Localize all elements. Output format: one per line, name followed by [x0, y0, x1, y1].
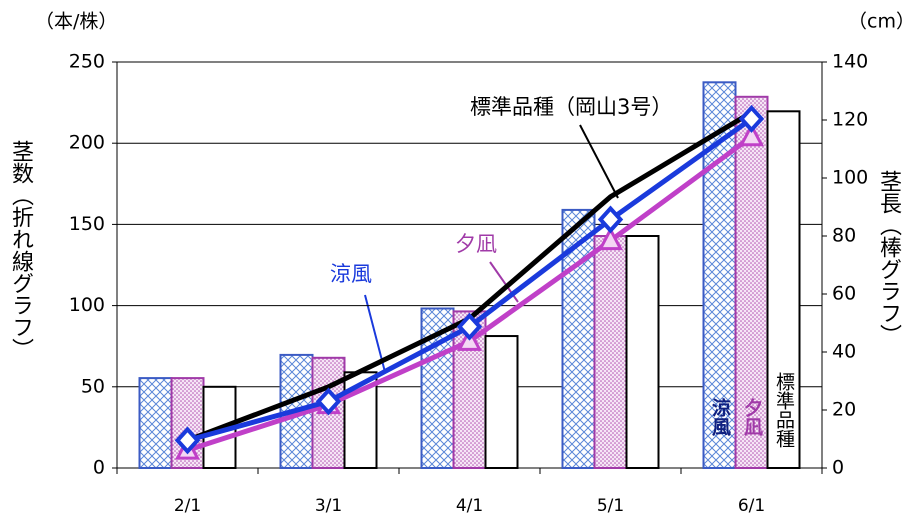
y-tick-label: 150: [69, 213, 105, 235]
marker: [598, 226, 623, 251]
marker: [597, 205, 624, 234]
marker: [738, 104, 765, 133]
y2-tick-label: 40: [832, 341, 856, 363]
y2-axis-title: 茎長（棒グラフ）: [876, 170, 902, 346]
marker: [739, 122, 764, 147]
y-tick-label: 50: [81, 375, 105, 397]
bar: [766, 110, 801, 470]
bar: [561, 208, 596, 469]
marker: [456, 312, 483, 341]
y-axis-title: 茎数（折れ線グラフ）: [8, 140, 34, 360]
y2-tick-label: 60: [832, 283, 856, 305]
y2-tick-label: 100: [832, 167, 868, 189]
y-tick-label: 0: [93, 457, 105, 479]
bar: [625, 235, 660, 469]
x-tick-label: 5/1: [597, 496, 624, 516]
y-tick-label: 250: [69, 51, 105, 73]
y2-unit: （cm）: [848, 11, 915, 33]
marker: [315, 387, 342, 416]
leader-line: [579, 124, 619, 199]
y2-tick-label: 140: [832, 51, 868, 73]
bar-series-label: 標準品種: [773, 372, 795, 448]
y2-tick-label: 80: [832, 225, 856, 247]
bar: [484, 335, 519, 469]
y-unit: （本/株）: [35, 11, 117, 33]
y-tick-label: 200: [69, 132, 105, 154]
bar-series-label: 涼風: [709, 397, 731, 437]
line-series-label: 標準品種（岡山3号）: [470, 95, 672, 119]
marker: [174, 426, 201, 455]
line-series-label: 涼風: [330, 262, 372, 286]
bar: [734, 95, 769, 470]
y2-tick-label: 0: [832, 457, 844, 479]
y2-tick-label: 120: [832, 109, 868, 131]
x-tick-label: 4/1: [456, 496, 483, 516]
y-tick-label: 100: [69, 294, 105, 316]
bar-series-label: 夕凪: [741, 397, 763, 437]
x-tick-label: 2/1: [174, 496, 201, 516]
x-tick-label: 6/1: [738, 496, 765, 516]
x-tick-label: 3/1: [315, 496, 342, 516]
line-series-label: 夕凪: [455, 232, 497, 256]
y2-tick-label: 20: [832, 399, 856, 421]
bar: [593, 235, 628, 469]
bar: [138, 377, 173, 470]
